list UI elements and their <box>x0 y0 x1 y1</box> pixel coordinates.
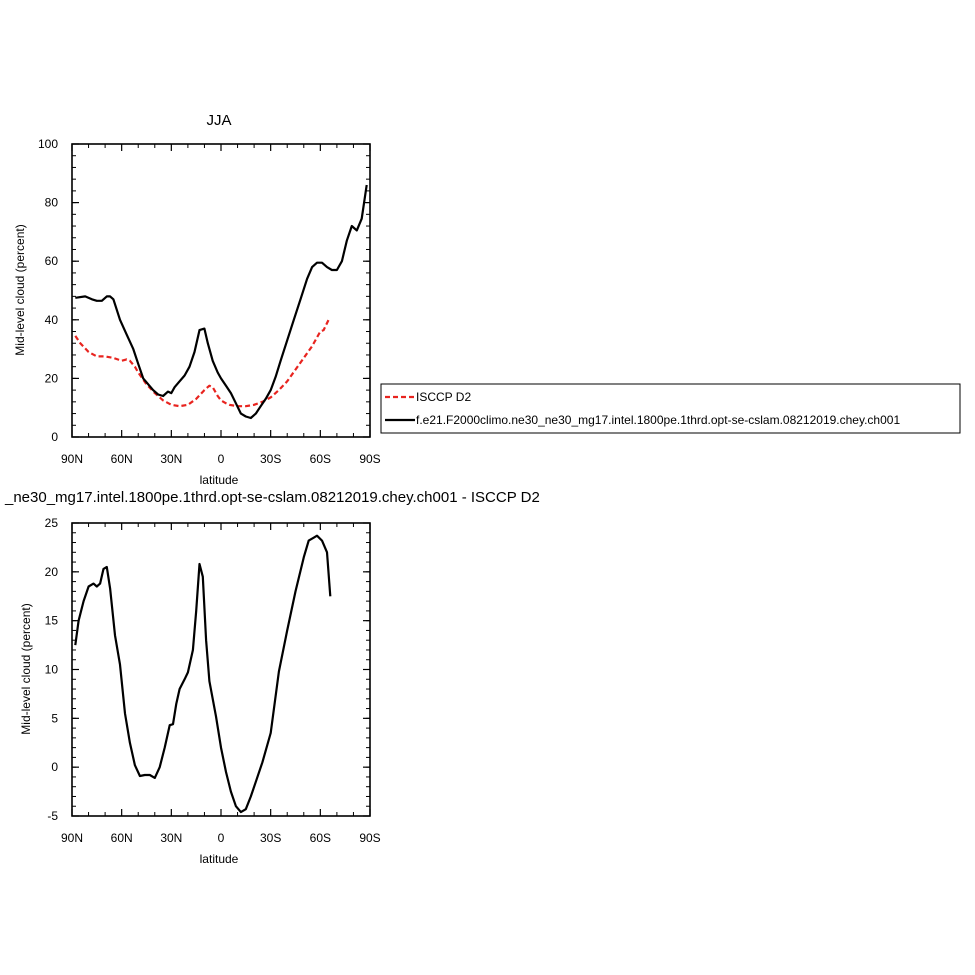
ylabel-top: Mid-level cloud (percent) <box>13 224 27 355</box>
y-tick-label: 60 <box>45 254 59 268</box>
x-tick-label: 90N <box>61 831 83 845</box>
legend: ISCCP D2 f.e21.F2000climo.ne30_ne30_mg17… <box>380 383 961 434</box>
legend-label-isccp: ISCCP D2 <box>416 390 471 404</box>
plot-frame-bottom <box>71 522 371 817</box>
series-line-top-0 <box>74 319 330 408</box>
y-tick-label: 20 <box>45 565 59 579</box>
y-tick-label: 20 <box>45 371 59 385</box>
x-tick-label: 0 <box>218 452 225 466</box>
y-tick-label: 10 <box>45 663 59 677</box>
title-bottom: _ne30_mg17.intel.1800pe.1thrd.opt-se-csl… <box>4 489 540 506</box>
x-tick-label: 60S <box>310 831 331 845</box>
legend-frame <box>380 383 961 434</box>
y-tick-label: 40 <box>45 313 59 327</box>
x-tick-label: 90S <box>359 831 380 845</box>
plot-area-bottom: 90N 60N 30N 0 30S 60S 90S -5 0 5 10 15 20 25 <box>45 516 381 845</box>
x-tick-label: 30S <box>260 831 281 845</box>
x-tick-label: 60N <box>111 452 133 466</box>
panel-top: JJA 90N 60N 30N 0 30S 60S 90S 0 20 40 60 80 100 lati… <box>13 112 381 487</box>
y-tick-label: 100 <box>38 137 58 151</box>
y-tick-label: 80 <box>45 196 59 210</box>
y-tick-label: -5 <box>47 809 58 823</box>
xlabel-top: latitude <box>200 473 239 487</box>
x-tick-label: 90S <box>359 452 380 466</box>
x-tick-label: 0 <box>218 831 225 845</box>
xlabel-bottom: latitude <box>200 852 239 866</box>
series-line-top-1 <box>75 184 368 420</box>
panel-bottom: _ne30_mg17.intel.1800pe.1thrd.opt-se-csl… <box>4 489 540 866</box>
ylabel-bottom: Mid-level cloud (percent) <box>19 603 33 734</box>
y-tick-label: 25 <box>45 516 59 530</box>
x-tick-label: 30S <box>260 452 281 466</box>
y-tick-label: 5 <box>51 711 58 725</box>
legend-label-model: f.e21.F2000climo.ne30_ne30_mg17.intel.18… <box>416 413 900 427</box>
title-top: JJA <box>206 112 231 129</box>
y-tick-label: 15 <box>45 614 59 628</box>
x-tick-label: 90N <box>61 452 83 466</box>
series-line-bottom-0 <box>74 534 332 814</box>
x-tick-label: 30N <box>160 452 182 466</box>
x-tick-label: 60N <box>111 831 133 845</box>
y-tick-label: 0 <box>51 430 58 444</box>
plot-frame-top <box>71 143 371 438</box>
x-tick-label: 30N <box>160 831 182 845</box>
y-tick-label: 0 <box>51 760 58 774</box>
x-tick-label: 60S <box>310 452 331 466</box>
plot-area-top: 90N 60N 30N 0 30S 60S 90S 0 20 40 60 80 100 <box>38 137 381 466</box>
